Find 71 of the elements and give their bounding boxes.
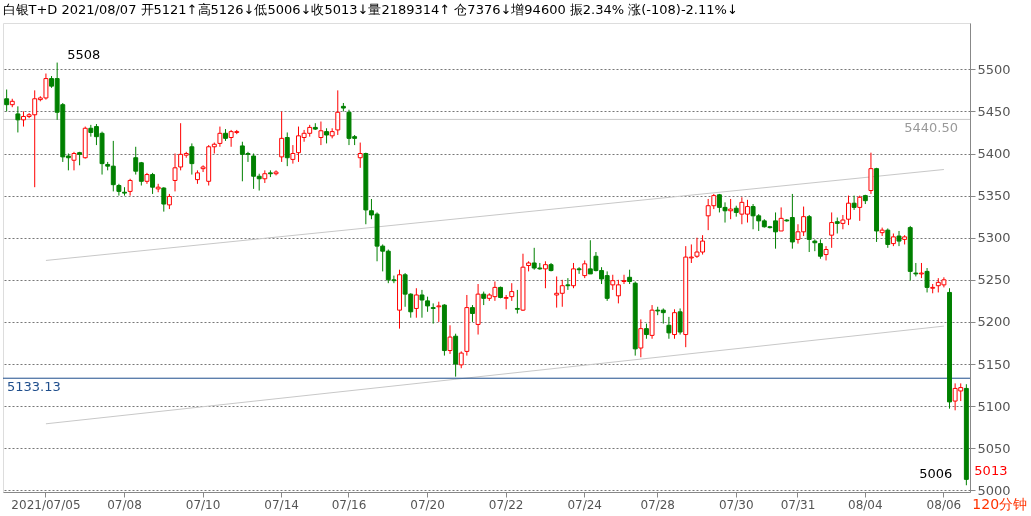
candlestick bbox=[542, 260, 548, 289]
y-tick-label: 5250 bbox=[977, 272, 1011, 288]
candlestick bbox=[666, 316, 672, 340]
candlestick bbox=[71, 151, 77, 171]
x-tick-label: 08/04 bbox=[848, 497, 883, 512]
candlestick bbox=[189, 142, 195, 176]
candlestick bbox=[672, 308, 677, 340]
candlestick bbox=[806, 214, 812, 253]
y-tick-label: 5200 bbox=[977, 314, 1011, 330]
candlestick bbox=[621, 274, 627, 285]
ref-line-label: 5440.50 bbox=[904, 120, 958, 136]
candlestick bbox=[15, 105, 21, 133]
annotation: 5006 bbox=[919, 466, 953, 482]
y-tick-label: 5450 bbox=[977, 103, 1011, 119]
candlestick bbox=[413, 287, 419, 319]
x-tick-label: 08/06 bbox=[926, 497, 962, 512]
candlestick bbox=[924, 267, 930, 293]
candlestick bbox=[357, 142, 363, 169]
candlestick bbox=[868, 152, 874, 195]
candlestick bbox=[576, 266, 582, 275]
candlestick bbox=[290, 144, 296, 165]
candlestick bbox=[503, 294, 509, 310]
candlestick bbox=[150, 172, 156, 195]
ref-line-label: 5133.13 bbox=[7, 379, 61, 395]
y-tick-label: 5050 bbox=[977, 440, 1011, 456]
candlestick bbox=[318, 121, 324, 146]
candlestick bbox=[638, 318, 644, 358]
chart-title: 白银T+D 2021/08/07 开5121↑高5126↓低5006↓收5013↓量2189314↑ 仓7376↓增94600 振2.34% 涨(-108)-2.11%↓ bbox=[2, 2, 738, 17]
y-tick-label: 5100 bbox=[977, 398, 1011, 414]
x-tick-label: 07/30 bbox=[718, 497, 754, 512]
candlestick bbox=[677, 307, 683, 336]
candlestick bbox=[565, 277, 571, 291]
x-tick-label: 07/31 bbox=[780, 497, 816, 512]
x-tick-label: 07/16 bbox=[331, 497, 367, 512]
y-tick-label: 5150 bbox=[977, 356, 1011, 372]
x-tick-label: 07/14 bbox=[264, 497, 299, 512]
annotation: 5508 bbox=[67, 46, 101, 62]
candlestick bbox=[447, 324, 453, 355]
candlestick bbox=[571, 262, 576, 289]
candlestick bbox=[829, 211, 835, 249]
candlestick bbox=[823, 245, 829, 261]
y-tick-label: 5300 bbox=[977, 230, 1011, 246]
candlestick bbox=[436, 301, 442, 323]
text: 120分钟 bbox=[972, 496, 1028, 512]
x-tick-label: 07/28 bbox=[640, 497, 675, 512]
y-tick-label: 5350 bbox=[977, 188, 1011, 204]
candlestick bbox=[851, 195, 857, 211]
candlestick bbox=[817, 238, 823, 260]
text: 5013 bbox=[974, 463, 1008, 479]
candlestick bbox=[284, 131, 290, 167]
x-tick-label: 07/22 bbox=[488, 497, 524, 512]
x-tick-label: 07/20 bbox=[410, 497, 445, 512]
candlestick bbox=[896, 230, 902, 247]
candlestick bbox=[4, 89, 10, 112]
candlestick bbox=[217, 126, 223, 148]
candlestick bbox=[279, 110, 285, 163]
candlestick bbox=[885, 227, 891, 249]
y-tick-label: 5500 bbox=[977, 61, 1011, 77]
candlestick bbox=[161, 186, 167, 213]
candlestick bbox=[335, 89, 341, 136]
x-tick-label: 07/24 bbox=[567, 497, 603, 512]
x-tick-label: 07/10 bbox=[185, 497, 221, 512]
candlestick bbox=[430, 302, 436, 325]
candlestick bbox=[514, 289, 520, 314]
y-tick-label: 5400 bbox=[977, 146, 1011, 162]
candlestick bbox=[728, 198, 734, 220]
y-tick-label: 5000 bbox=[977, 482, 1011, 498]
x-tick-label: 07/08 bbox=[107, 497, 142, 512]
x-tick-label: 2021/07/05 bbox=[11, 497, 81, 512]
candlestick bbox=[857, 195, 863, 222]
candlestick bbox=[778, 206, 784, 232]
